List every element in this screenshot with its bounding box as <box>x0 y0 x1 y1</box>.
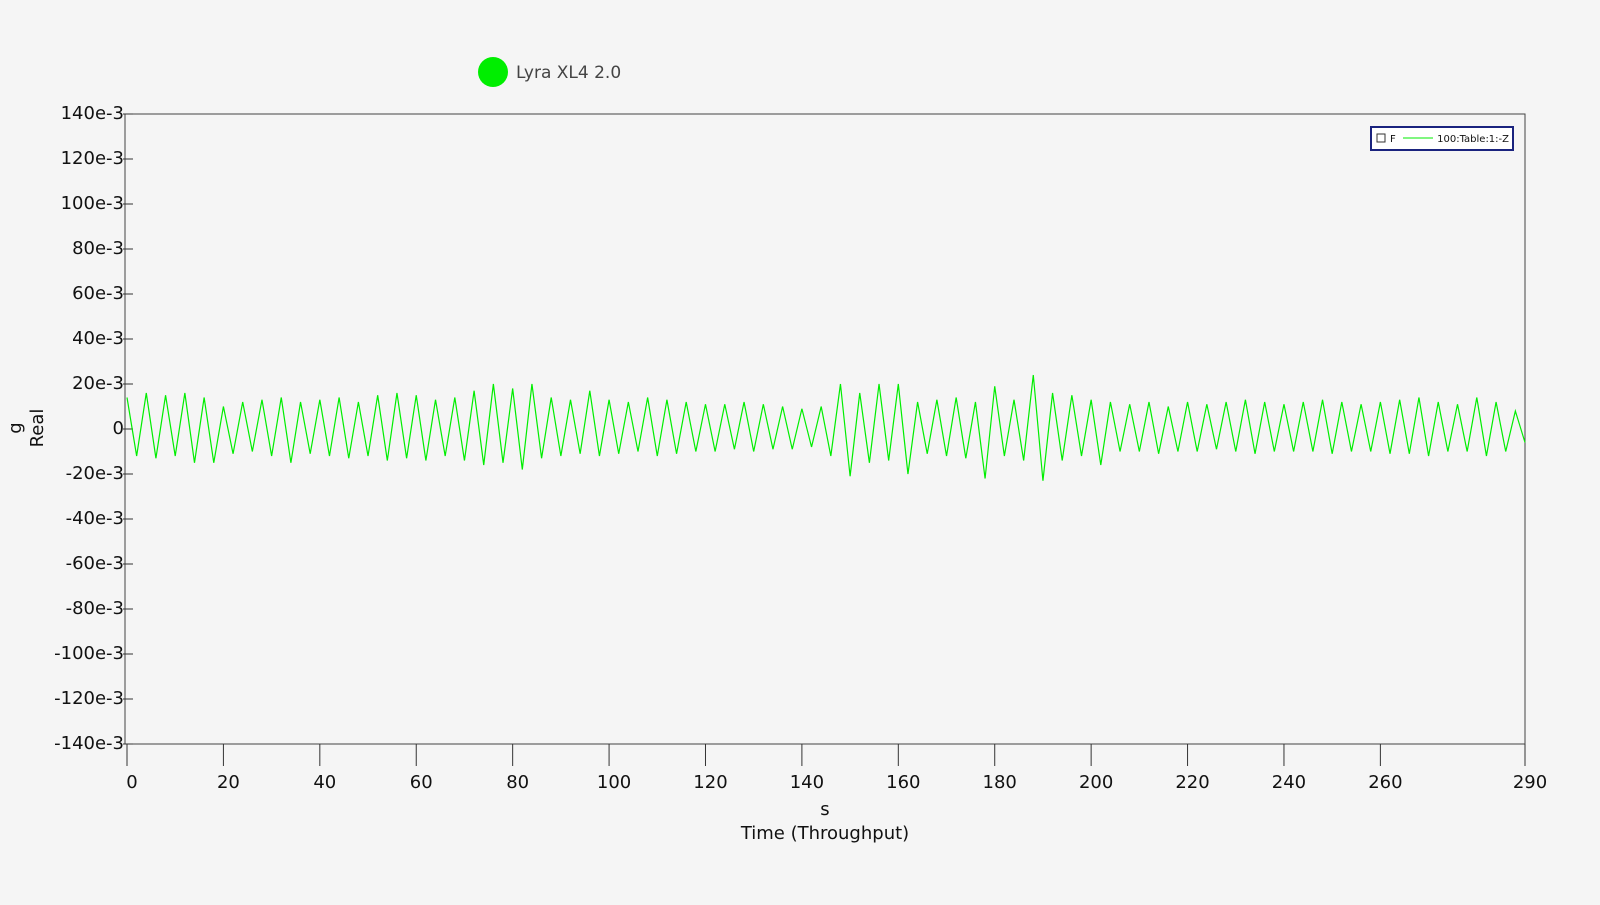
x-axis-label: Time (Throughput) <box>740 823 909 844</box>
y-tick-label: 20e-3 <box>72 373 124 394</box>
x-tick-label: 20 <box>217 772 240 793</box>
x-tick-label: 160 <box>886 772 920 793</box>
x-tick-label: 240 <box>1272 772 1306 793</box>
x-tick-label: 220 <box>1175 772 1209 793</box>
y-unit: g <box>5 422 26 433</box>
y-tick-label: 80e-3 <box>72 238 124 259</box>
inner-legend-label: 100:Table:1:-Z <box>1437 134 1509 145</box>
x-tick-label: 0 <box>126 772 137 793</box>
x-tick-label: 60 <box>410 772 433 793</box>
inner-legend <box>1370 126 1514 151</box>
y-axis-label: Real <box>27 409 48 448</box>
y-tick-label: -140e-3 <box>54 733 124 754</box>
x-tick-label: 100 <box>597 772 631 793</box>
x-tick-label: 40 <box>313 772 336 793</box>
legend-title: Lyra XL4 2.0 <box>516 63 621 83</box>
y-tick-label: 60e-3 <box>72 283 124 304</box>
inner-legend-checkbox <box>1376 133 1386 143</box>
y-tick-label: 0 <box>113 418 124 439</box>
signal-line <box>126 374 1526 481</box>
y-tick-label: -40e-3 <box>66 508 124 529</box>
y-tick-label: -20e-3 <box>66 463 124 484</box>
y-tick-label: 100e-3 <box>61 193 124 214</box>
y-tick-label: 40e-3 <box>72 328 124 349</box>
x-tick-label: 140 <box>790 772 824 793</box>
y-tick-label: 120e-3 <box>61 148 124 169</box>
x-tick-label: 200 <box>1079 772 1113 793</box>
y-tick-label: -100e-3 <box>54 643 124 664</box>
y-tick-label: 140e-3 <box>61 103 124 124</box>
inner-legend-flag: F <box>1390 134 1396 145</box>
legend-swatch <box>478 57 508 87</box>
x-tick-label: 120 <box>693 772 727 793</box>
y-tick-label: -80e-3 <box>66 598 124 619</box>
x-tick-label: 180 <box>983 772 1017 793</box>
x-unit: s <box>820 799 829 820</box>
y-tick-label: -120e-3 <box>54 688 124 709</box>
x-tick-label: 80 <box>506 772 529 793</box>
y-tick-label: -60e-3 <box>66 553 124 574</box>
x-tick-label: 290 <box>1513 772 1547 793</box>
x-tick-label: 260 <box>1368 772 1402 793</box>
